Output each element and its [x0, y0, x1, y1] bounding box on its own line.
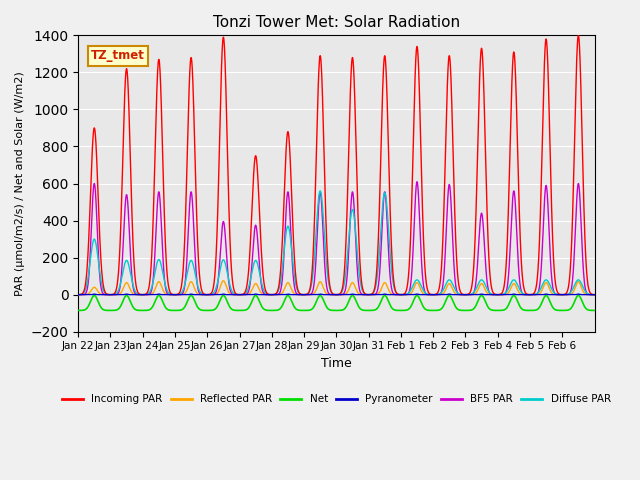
- Title: Tonzi Tower Met: Solar Radiation: Tonzi Tower Met: Solar Radiation: [212, 15, 460, 30]
- Legend: Incoming PAR, Reflected PAR, Net, Pyranometer, BF5 PAR, Diffuse PAR: Incoming PAR, Reflected PAR, Net, Pyrano…: [58, 390, 615, 408]
- X-axis label: Time: Time: [321, 357, 352, 370]
- Text: TZ_tmet: TZ_tmet: [91, 49, 145, 62]
- Y-axis label: PAR (μmol/m2/s) / Net and Solar (W/m2): PAR (μmol/m2/s) / Net and Solar (W/m2): [15, 71, 25, 296]
